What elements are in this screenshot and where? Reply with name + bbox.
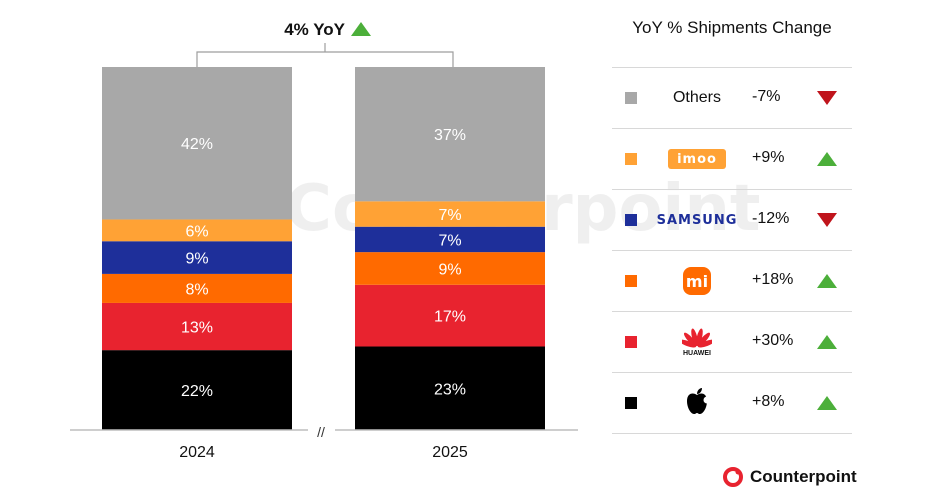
legend-brand-others: Others [672,89,721,106]
legend-brand-samsung: SAMSUNG [652,190,742,250]
samsung-logo-icon: SAMSUNG [656,212,738,228]
up-triangle-icon [817,335,837,349]
data-label-2024-apple: 22% [181,383,213,400]
bar-segment-2025-huawei [355,284,545,347]
legend-row-imoo: imoo +9% [612,128,852,189]
brand-name: Counterpoint [750,467,857,486]
bar-segment-2025-others [355,67,545,202]
huawei-logo-icon: HUAWEI [682,327,712,357]
bar-segment-2024-samsung [102,241,292,274]
legend-swatch-huawei [625,336,637,348]
data-label-2025-others: 37% [434,127,466,144]
bar-segment-2025-samsung [355,226,545,253]
bar-segment-2024-others [102,67,292,220]
xiaomi-logo-icon: mi [683,267,711,295]
legend-change-apple: +8% [752,393,785,410]
legend-change-imoo: +9% [752,149,785,166]
legend-row-samsung: SAMSUNG -12% [612,189,852,250]
axis-break-label: // [317,424,325,440]
legend-row-apple: +8% [612,372,852,434]
bar-segment-2024-imoo [102,219,292,242]
legend-swatch-apple [625,397,637,409]
legend-brand-huawei: HUAWEI [652,312,742,372]
data-label-2024-xiaomi: 8% [185,281,208,298]
data-label-2024-imoo: 6% [185,223,208,240]
x-tick-label-2024: 2024 [179,444,215,461]
legend-change-samsung: -12% [752,210,790,227]
legend-brand-xiaomi: mi [652,251,742,311]
down-triangle-icon [817,91,837,105]
data-label-2025-imoo: 7% [438,207,461,224]
legend-brand-apple [652,373,742,433]
legend-row-huawei: HUAWEI +30% [612,311,852,372]
legend-swatch-others [625,92,637,104]
legend-swatch-samsung [625,214,637,226]
bar-segment-2024-xiaomi [102,273,292,303]
bar-segment-2024-apple [102,350,292,430]
bar-segment-2025-imoo [355,201,545,227]
legend-change-huawei: +30% [752,332,794,349]
legend-row-xiaomi: mi +18% [612,250,852,311]
bar-segment-2025-xiaomi [355,252,545,285]
counterpoint-logo: Counterpoint [722,466,857,488]
legend-row-others: Others -7% [612,67,852,128]
legend-change-xiaomi: +18% [752,271,794,288]
legend-swatch-imoo [625,153,637,165]
data-label-2025-samsung: 7% [438,232,461,249]
legend-change-others: -7% [752,88,781,105]
legend-swatch-xiaomi [625,275,637,287]
bar-segment-2025-apple [355,346,545,430]
x-tick-label-2025: 2025 [432,444,468,461]
up-triangle-icon [817,396,837,410]
yoy-label: 4% YoY [284,20,345,39]
data-label-2025-xiaomi: 9% [438,261,461,278]
stacked-bar-chart: 22% 13% 8% 9% 6% 42% 2024 23% 17% 9% 7% 7% 37% 2025 //… [70,20,578,461]
up-triangle-icon [817,152,837,166]
data-label-2025-huawei: 17% [434,309,466,326]
counterpoint-icon [723,467,743,487]
up-triangle-icon [817,274,837,288]
yoy-up-triangle-icon [351,22,371,36]
data-label-2024-samsung: 9% [185,251,208,268]
yoy-bracket [196,51,454,67]
data-label-2025-apple: 23% [434,381,466,398]
legend-brand-imoo: imoo [652,129,742,189]
bar-segment-2024-huawei [102,302,292,351]
data-label-2024-others: 42% [181,136,213,153]
imoo-logo-icon: imoo [668,149,726,169]
down-triangle-icon [817,213,837,227]
apple-logo-icon [684,386,711,421]
legend-title: YoY % Shipments Change [632,18,832,37]
data-label-2024-huawei: 13% [181,320,213,337]
